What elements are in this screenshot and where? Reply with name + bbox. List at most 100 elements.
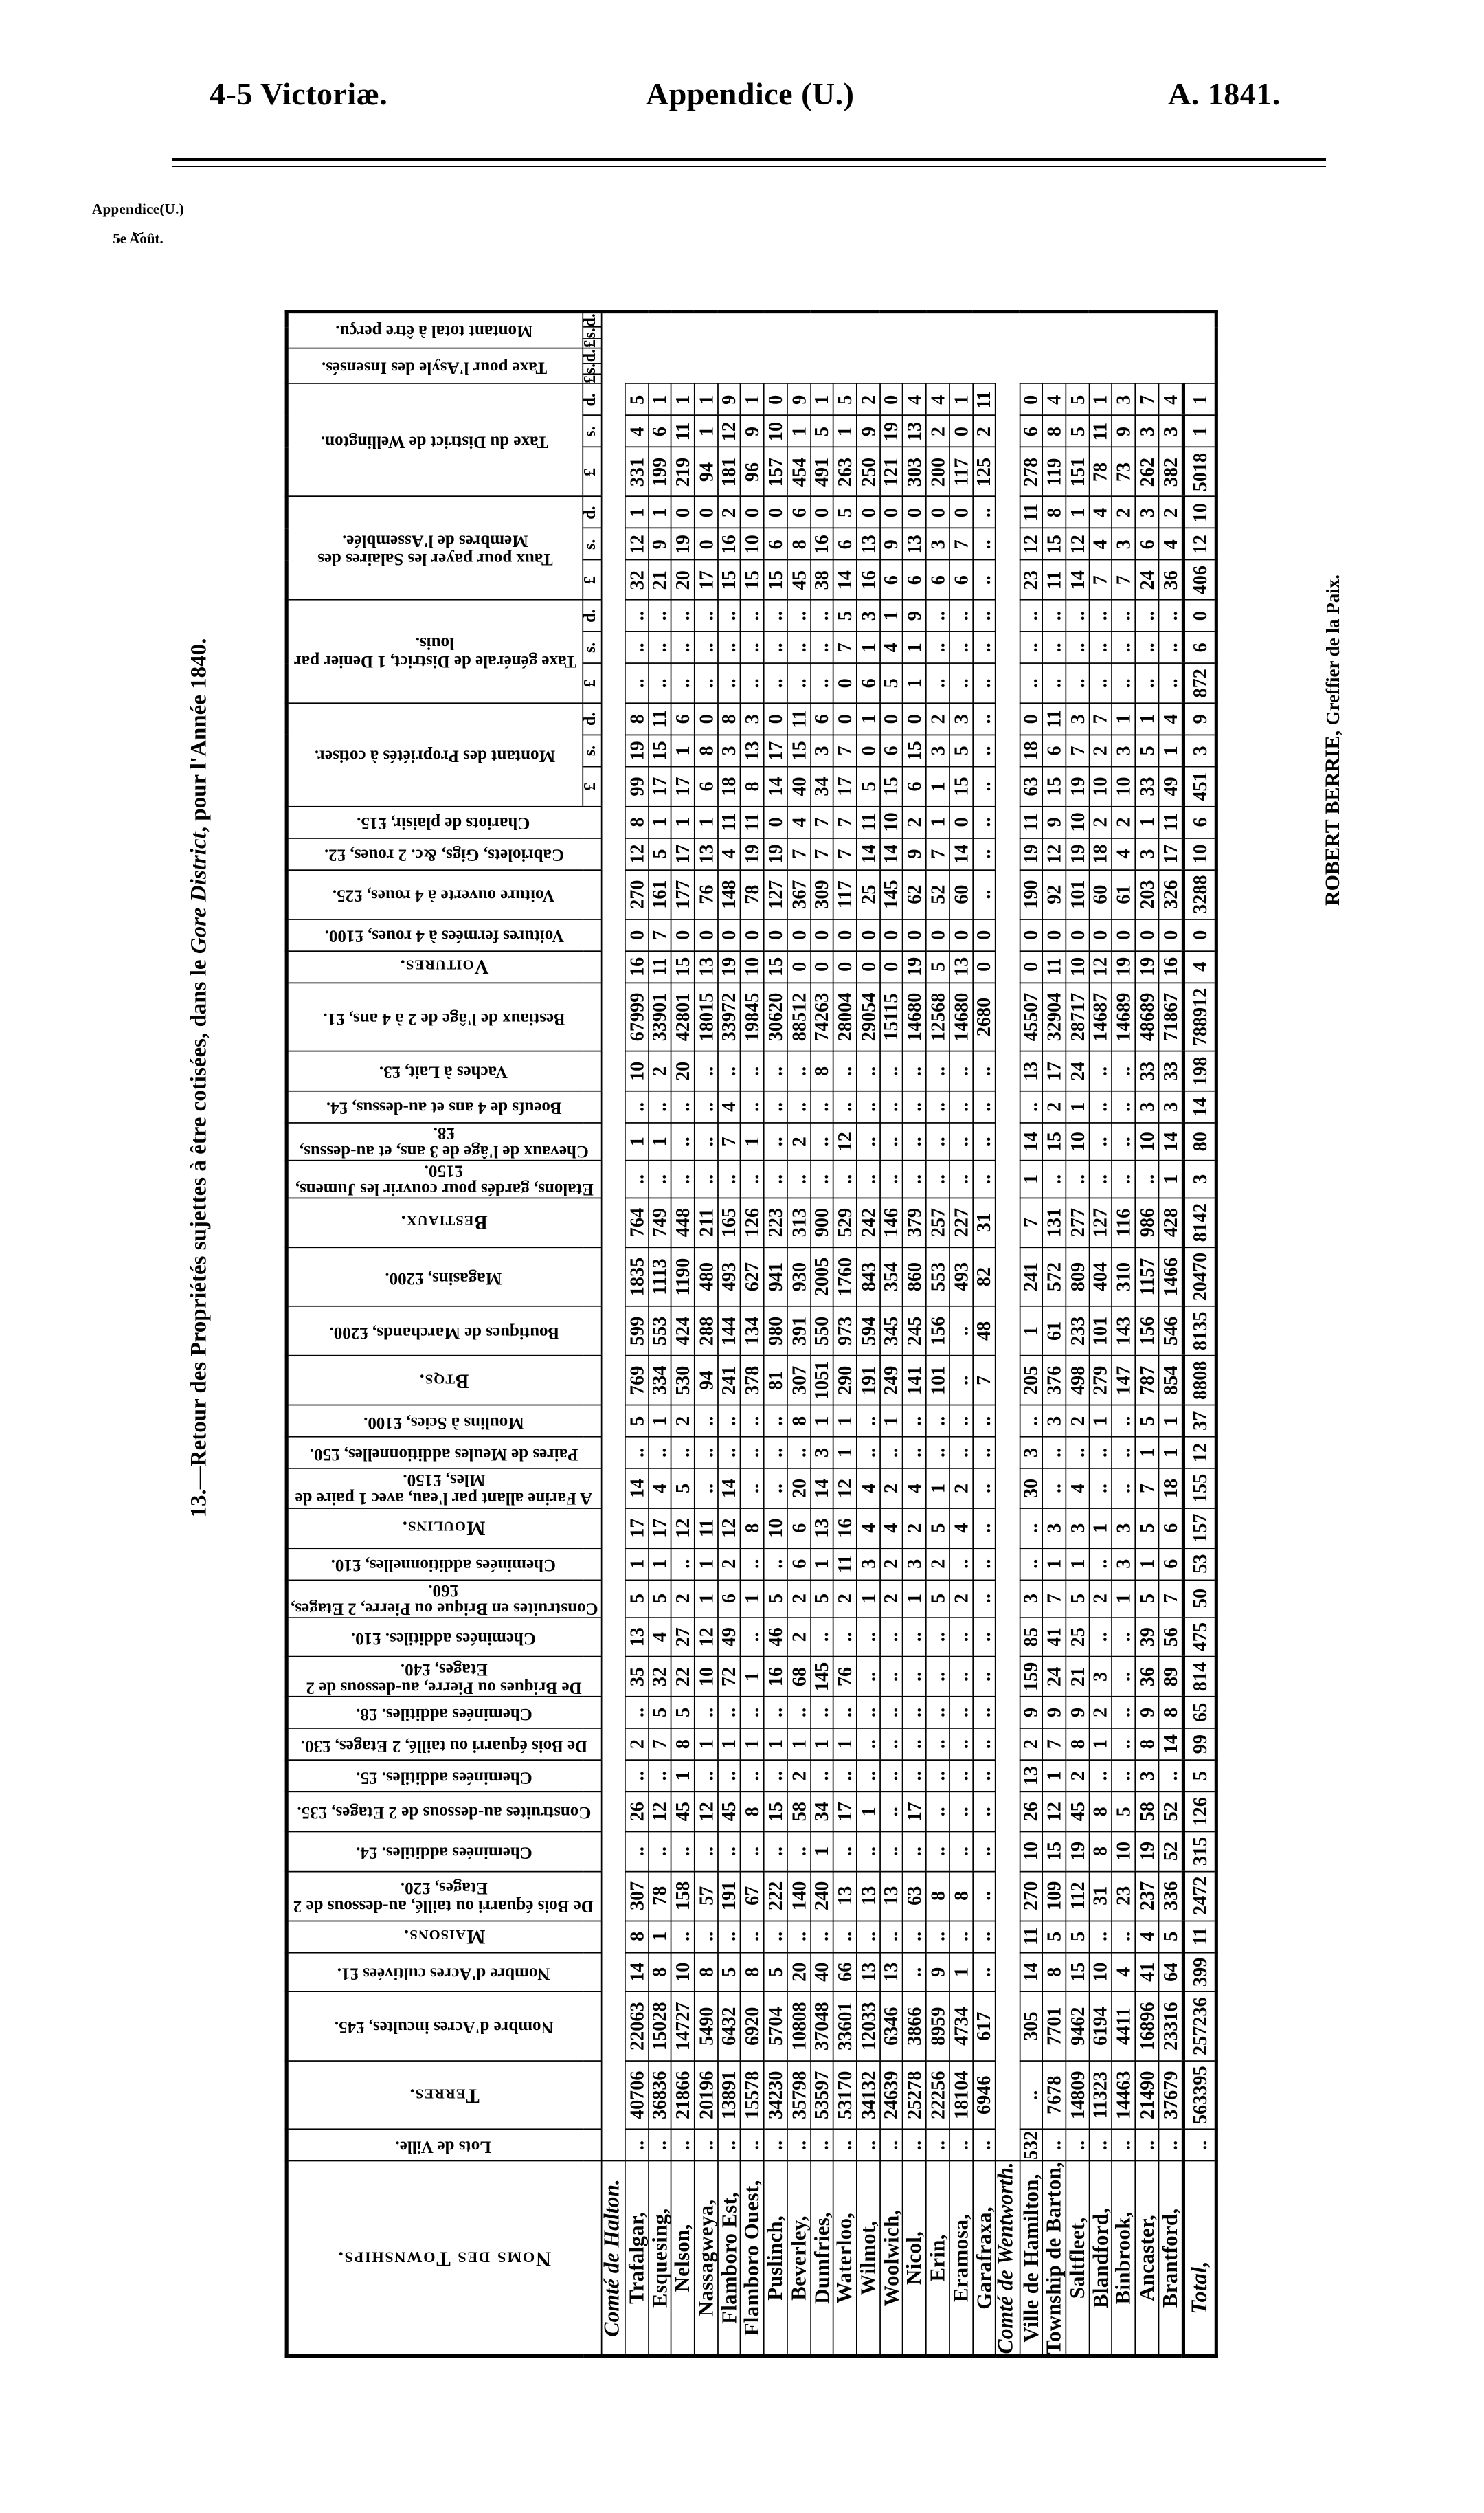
cell-taxe-s: 4 — [1112, 838, 1136, 870]
cell-best-etalons: 1 — [648, 1405, 671, 1437]
cell-lots: .. — [741, 2129, 764, 2161]
cell-m-chem-add10: .. — [856, 1616, 880, 1657]
cell-asyle-s: 9 — [648, 528, 671, 560]
cell-moul-meules: 6 — [787, 1548, 811, 1580]
total-v-chariots: 198 — [1182, 1051, 1217, 1091]
cell-taxe-l: 127 — [763, 869, 787, 919]
cell-taxe-d: 1 — [925, 805, 949, 838]
cell-btq-boutiques: 4 — [1066, 1468, 1090, 1508]
cell-well-d: .. — [648, 599, 671, 632]
cell-lots: .. — [625, 2129, 649, 2161]
cell-asyle-d: 0 — [903, 496, 926, 528]
col-header-maisons-0: De Bois équarri ou taillé, au-dessous de… — [286, 1870, 601, 1921]
cell-m-chem8: .. — [972, 1759, 996, 1791]
cell-taux-l: 8 — [741, 766, 764, 806]
cell-m-briq40: 7 — [1042, 1728, 1066, 1760]
cell-m-chem4: .. — [856, 1920, 880, 1952]
cell-montant-s: 12 — [1089, 950, 1112, 983]
cell-btq-magasins: .. — [717, 1436, 741, 1468]
cell-m-chem8: .. — [903, 1759, 926, 1791]
cell-m-chem5: .. — [949, 1831, 973, 1871]
cell-asyle-s: 3 — [925, 528, 949, 560]
cell-m-const35: 67 — [741, 1870, 764, 1921]
cell-asyle-s: 6 — [833, 528, 857, 560]
cell-well-l: 0 — [833, 662, 857, 703]
cell-taux-l: 10 — [1089, 766, 1112, 806]
cell-taxe-d: 4 — [787, 805, 811, 838]
cell-m-chem-add10: .. — [741, 1616, 764, 1657]
cell-asyle-d: .. — [972, 496, 996, 528]
cell-v-chariots: 33 — [1135, 1051, 1159, 1091]
cell-best-chevaux: 141 — [903, 1355, 926, 1405]
cell-moul-farine: 1 — [903, 1579, 926, 1617]
township-name: Dumfries, — [809, 2160, 834, 2356]
cell-taxe-d: 10 — [879, 805, 903, 838]
cell-total-l: 119 — [1042, 447, 1066, 497]
cell-taxe-l: 76 — [694, 869, 718, 919]
cell-v-chariots: 10 — [625, 1051, 649, 1091]
cell-btq-boutiques: 20 — [787, 1468, 811, 1508]
total-asyle-l: 406 — [1182, 559, 1217, 600]
cell-acres-incultes: 37679 — [1158, 2060, 1183, 2130]
cell-m-const35: 112 — [1066, 1870, 1090, 1921]
cell-lots: .. — [833, 2129, 857, 2161]
cell-best-boeufs: 546 — [1158, 1306, 1183, 1356]
cell-total-s: 4 — [625, 415, 649, 447]
cell-total-l: 303 — [903, 447, 926, 497]
cell-montant-l: 18015 — [694, 982, 718, 1051]
cell-m-pierre60: 76 — [833, 1656, 857, 1697]
total-well-s: 6 — [1182, 631, 1217, 663]
col-header-moulins-1: Paires de Meules addition­nelles, £50. — [286, 1436, 601, 1468]
township-name: Waterloo, — [833, 2160, 857, 2356]
table-row: Puslinch,.. 34230 5704 5.. 222.. 15.. 1.. 16 46 5… — [763, 311, 787, 2356]
cell-m-chem10: .. — [903, 1696, 926, 1728]
cell-m-briq40: .. — [949, 1728, 973, 1760]
cell-well-s: .. — [1112, 631, 1136, 663]
cell-montant-s: 0 — [856, 950, 880, 983]
cell-btq-boutiques: 1 — [925, 1468, 949, 1508]
cell-acres-incultes: 14809 — [1066, 2060, 1090, 2130]
cell-moul-scies: 4 — [879, 1508, 903, 1548]
cell-total-l: 219 — [671, 447, 695, 497]
cell-best-chevaux: 249 — [879, 1355, 903, 1405]
cell-best-boeufs: 61 — [1042, 1306, 1066, 1356]
cell-m-bois20: 13 — [856, 1952, 880, 1992]
cell-best-bestiaux: 448 — [671, 1197, 695, 1247]
cell-m-const35: 240 — [810, 1870, 834, 1921]
col-header-moulins-2: Moulins à Scies, £100. — [286, 1405, 601, 1437]
cell-v-chariots: .. — [856, 1051, 880, 1091]
cell-v-chariots: .. — [903, 1051, 926, 1091]
title-text-a: Retour des Propriétés sujettes à être co… — [186, 954, 212, 1467]
cell-btq-magasins: .. — [671, 1436, 695, 1468]
cell-taux-d: 3 — [1066, 702, 1090, 735]
cell-acres-incultes: .. — [1019, 2060, 1043, 2130]
cell-m-briq40: 1 — [763, 1728, 787, 1760]
township-name: Trafalgar, — [625, 2160, 649, 2356]
cell-best-chevaux: 787 — [1135, 1355, 1159, 1405]
return-table: Noms des Townships. Lots de Ville. Terres.… — [284, 309, 1219, 2358]
cell-acres-incultes: 40706 — [625, 2060, 649, 2130]
cell-well-l: 5 — [879, 662, 903, 703]
col-header-maisons-5: Cheminées additiles. £8. — [286, 1696, 601, 1728]
cell-v-fermees: .. — [625, 1160, 649, 1198]
cell-m-chem4: 11 — [1019, 1920, 1043, 1952]
cell-acres-incultes: 53597 — [810, 2060, 834, 2130]
cell-m-chem4: .. — [717, 1920, 741, 1952]
total-m-chem-add10: 475 — [1182, 1616, 1217, 1657]
cell-acres-incultes: 53170 — [833, 2060, 857, 2130]
cell-v-fermees: .. — [1135, 1160, 1159, 1198]
cell-montant-s: 19 — [903, 950, 926, 983]
cell-m-pierre60: 1 — [741, 1656, 764, 1697]
unit-pounds-1: £ — [582, 662, 601, 703]
unit-shillings-4: s. — [582, 362, 601, 375]
total-asyle-d: 10 — [1182, 496, 1217, 528]
cell-total-s: 9 — [856, 415, 880, 447]
cell-montant-l: 74263 — [810, 982, 834, 1051]
cell-m-chem8: .. — [856, 1759, 880, 1791]
cell-best-etalons: .. — [972, 1405, 996, 1437]
total-v-fermees: 3 — [1182, 1160, 1217, 1198]
cell-m-chem5: .. — [741, 1831, 764, 1871]
cell-m-chem10: .. — [694, 1696, 718, 1728]
cell-best-vaches: 809 — [1066, 1247, 1090, 1306]
cell-best-chevaux: 769 — [625, 1355, 649, 1405]
